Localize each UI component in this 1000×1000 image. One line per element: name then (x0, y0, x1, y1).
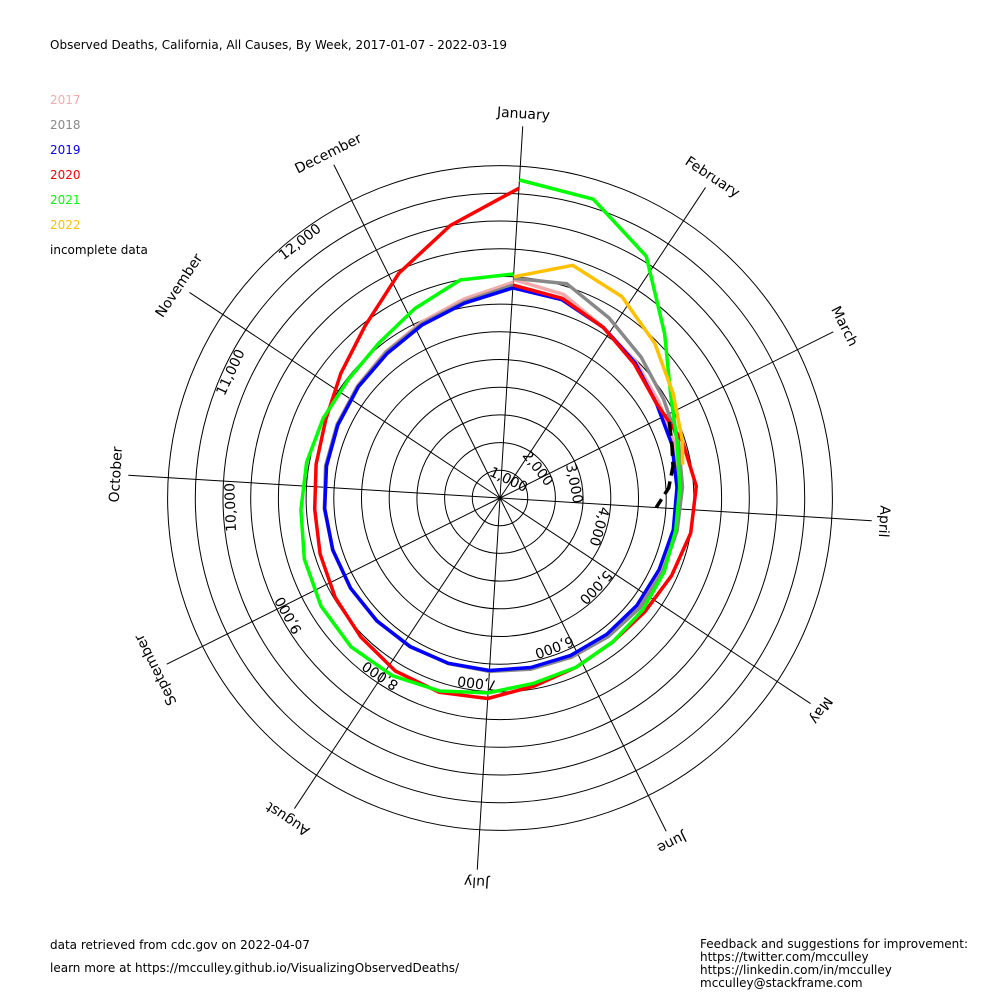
ring-label-4,000: 4,000 (586, 505, 612, 548)
spoke-september (166, 497, 501, 665)
chart-title: Observed Deaths, California, All Causes,… (50, 38, 507, 52)
ring-1,000 (471, 469, 529, 527)
ring-5,000 (361, 359, 639, 637)
month-label-january: January (495, 105, 550, 124)
month-label-september: September (131, 631, 180, 708)
spoke-may (499, 497, 811, 704)
month-label-april: April (875, 505, 893, 538)
data-source-note: data retrieved from cdc.gov on 2022-04-0… (50, 938, 310, 952)
twitter-link[interactable]: https://twitter.com/mcculley (700, 950, 869, 964)
ring-6,000 (333, 331, 667, 665)
series-line-2021 (299, 178, 682, 695)
month-spokes (128, 126, 872, 870)
legend: 2017 2018 2019 2020 2021 2022 incomplete data (50, 88, 148, 263)
ring-label-10,000: 10,000 (222, 483, 240, 533)
feedback-heading: Feedback and suggestions for improvement… (700, 937, 969, 951)
legend-entry-2019: 2019 (50, 143, 81, 157)
month-label-october: October (107, 446, 126, 503)
legend-entry-incomplete-data: incomplete data (50, 243, 148, 257)
spoke-july (476, 497, 501, 870)
ring-label-7,000: 7,000 (456, 672, 498, 693)
ring-label-1,000: 1,000 (487, 464, 530, 495)
series-line-2020 (312, 186, 699, 701)
spoke-june (499, 497, 667, 832)
month-label-february: February (682, 154, 743, 202)
series-line-incomplete-data (654, 421, 675, 509)
ring-label-12,000: 12,000 (276, 221, 324, 264)
spoke-april (499, 497, 872, 522)
ring-label-11,000: 11,000 (213, 347, 248, 398)
month-label-august: August (263, 798, 313, 839)
month-label-december: December (292, 131, 364, 178)
learn-more-link[interactable]: learn more at https://mcculley.github.io… (50, 961, 460, 975)
footer-left: data retrieved from cdc.gov on 2022-04-0… (50, 938, 459, 984)
spoke-january (499, 126, 524, 499)
month-label-march: March (827, 304, 860, 349)
ring-4,000 (388, 386, 612, 610)
spoke-november (189, 292, 501, 499)
ring-label-3,000: 3,000 (562, 462, 585, 504)
email-link[interactable]: mcculley@stackframe.com (700, 976, 863, 990)
feedback-block: Feedback and suggestions for improvement… (700, 938, 968, 990)
linkedin-link[interactable]: https://linkedin.com/in/mcculley (700, 963, 892, 977)
legend-entry-2020: 2020 (50, 168, 81, 182)
series-line-2022 (513, 263, 685, 465)
ring-3,000 (416, 414, 584, 582)
legend-entry-2017: 2017 (50, 93, 81, 107)
ring-9,000 (250, 248, 750, 748)
legend-entry-2021: 2021 (50, 193, 81, 207)
legend-entry-2022: 2022 (50, 218, 81, 232)
month-label-november: November (153, 251, 207, 321)
legend-entry-2018: 2018 (50, 118, 81, 132)
series-lines (299, 178, 699, 701)
spoke-march (499, 331, 834, 499)
ring-11,000 (194, 192, 806, 804)
ring-2,000 (444, 442, 556, 554)
series-line-2019 (322, 286, 679, 673)
ring-10,000 (222, 220, 778, 776)
spoke-february (499, 187, 706, 499)
ring-label-9,000: 9,000 (272, 594, 305, 637)
month-label-may: May (806, 694, 835, 727)
ring-12,000 (167, 165, 833, 831)
month-label-july: July (463, 873, 490, 891)
spoke-august (294, 497, 501, 809)
month-label-june: June (654, 828, 689, 856)
